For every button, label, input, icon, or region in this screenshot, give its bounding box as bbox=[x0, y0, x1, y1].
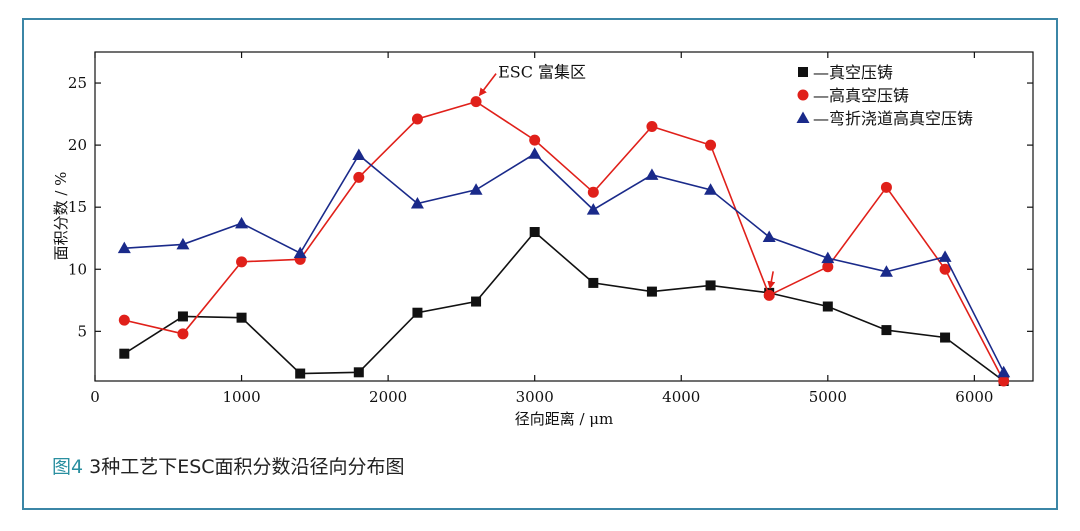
data-point-triangle bbox=[469, 183, 483, 195]
series-layer bbox=[117, 96, 1011, 387]
data-point-circle bbox=[236, 256, 248, 268]
data-point-circle bbox=[118, 314, 130, 326]
data-point-square bbox=[412, 307, 423, 318]
data-point-circle bbox=[880, 181, 892, 193]
data-point-circle bbox=[470, 96, 482, 108]
data-point-triangle bbox=[762, 230, 776, 242]
data-point-triangle bbox=[821, 251, 835, 264]
data-point-circle bbox=[411, 113, 423, 125]
data-point-circle bbox=[587, 186, 599, 198]
data-point-square bbox=[295, 368, 306, 379]
y-axis-label: 面积分数 / % bbox=[52, 172, 70, 261]
data-point-circle bbox=[763, 289, 775, 301]
annotation-layer: ESC 富集区 bbox=[478, 63, 776, 290]
x-tick-label: 3000 bbox=[516, 388, 554, 406]
y-tick-label: 20 bbox=[68, 136, 87, 154]
plot-area bbox=[94, 51, 1034, 382]
series-0 bbox=[119, 227, 1009, 386]
data-point-square bbox=[119, 348, 130, 359]
x-tick-label: 6000 bbox=[955, 388, 993, 406]
figure-caption: 图4 3种工艺下ESC面积分数沿径向分布图 bbox=[52, 452, 405, 479]
x-axis: 0 1000 2000 3000 4000 5000 6000 bbox=[90, 52, 993, 406]
data-point-circle bbox=[529, 134, 541, 146]
data-point-circle bbox=[939, 263, 951, 275]
data-point-triangle bbox=[352, 148, 366, 161]
data-point-square bbox=[705, 280, 716, 291]
y-tick-label: 25 bbox=[68, 74, 87, 92]
data-point-triangle bbox=[938, 250, 952, 262]
data-point-circle bbox=[353, 171, 365, 183]
data-point-square bbox=[177, 311, 188, 322]
data-point-triangle bbox=[704, 183, 718, 195]
figure-label: 图4 bbox=[52, 456, 84, 478]
figure-frame bbox=[22, 18, 1058, 510]
annotation-arrow bbox=[767, 271, 776, 290]
y-tick-label: 5 bbox=[77, 322, 87, 340]
caption-text: 3种工艺下ESC面积分数沿径向分布图 bbox=[89, 456, 405, 478]
series-2 bbox=[117, 147, 1011, 378]
x-tick-label: 2000 bbox=[369, 388, 407, 406]
data-point-square bbox=[471, 296, 482, 307]
data-point-circle bbox=[177, 328, 189, 340]
data-point-square bbox=[236, 312, 247, 323]
series-line bbox=[124, 100, 1005, 382]
data-point-square bbox=[529, 227, 540, 238]
legend-entry: —弯折浇道高真空压铸 bbox=[813, 109, 973, 128]
data-point-triangle bbox=[410, 196, 424, 209]
y-axis: 5 10 15 20 25 bbox=[68, 74, 1033, 340]
x-tick-label: 4000 bbox=[662, 388, 700, 406]
legend: —真空压铸 —高真空压铸 —弯折浇道高真空压铸 bbox=[796, 63, 973, 128]
series-1 bbox=[118, 96, 1010, 387]
data-point-triangle bbox=[117, 241, 131, 254]
data-point-circle bbox=[822, 261, 834, 273]
legend-entry: —高真空压铸 bbox=[813, 86, 909, 105]
data-point-triangle bbox=[293, 246, 307, 259]
data-point-square bbox=[798, 67, 808, 77]
series-line bbox=[124, 152, 1005, 373]
annotation-arrow bbox=[478, 73, 497, 97]
data-point-triangle bbox=[235, 216, 249, 229]
data-point-circle bbox=[646, 120, 658, 132]
y-tick-label: 15 bbox=[68, 198, 87, 216]
legend-entry: —真空压铸 bbox=[813, 63, 893, 82]
data-point-circle bbox=[998, 375, 1010, 387]
data-point-triangle bbox=[586, 203, 600, 215]
annotation-label: ESC 富集区 bbox=[498, 63, 586, 82]
data-point-square bbox=[646, 286, 657, 297]
x-tick-label: 5000 bbox=[809, 388, 847, 406]
data-point-square bbox=[588, 277, 599, 288]
data-point-triangle bbox=[176, 237, 190, 250]
y-tick-label: 10 bbox=[68, 260, 87, 278]
data-point-circle bbox=[705, 139, 717, 151]
x-tick-label: 0 bbox=[90, 388, 100, 406]
data-point-triangle bbox=[528, 147, 542, 159]
series-line bbox=[123, 230, 1005, 382]
data-point-square bbox=[822, 301, 833, 312]
x-tick-label: 1000 bbox=[222, 388, 260, 406]
data-point-triangle bbox=[997, 365, 1011, 378]
data-point-triangle bbox=[879, 265, 893, 277]
data-point-triangle bbox=[645, 168, 659, 180]
data-point-triangle bbox=[796, 111, 810, 123]
data-point-circle bbox=[797, 89, 809, 101]
data-point-square bbox=[353, 367, 364, 378]
data-point-square bbox=[881, 325, 892, 336]
data-point-square bbox=[940, 332, 951, 343]
x-axis-label: 径向距离 / μm bbox=[515, 410, 614, 428]
